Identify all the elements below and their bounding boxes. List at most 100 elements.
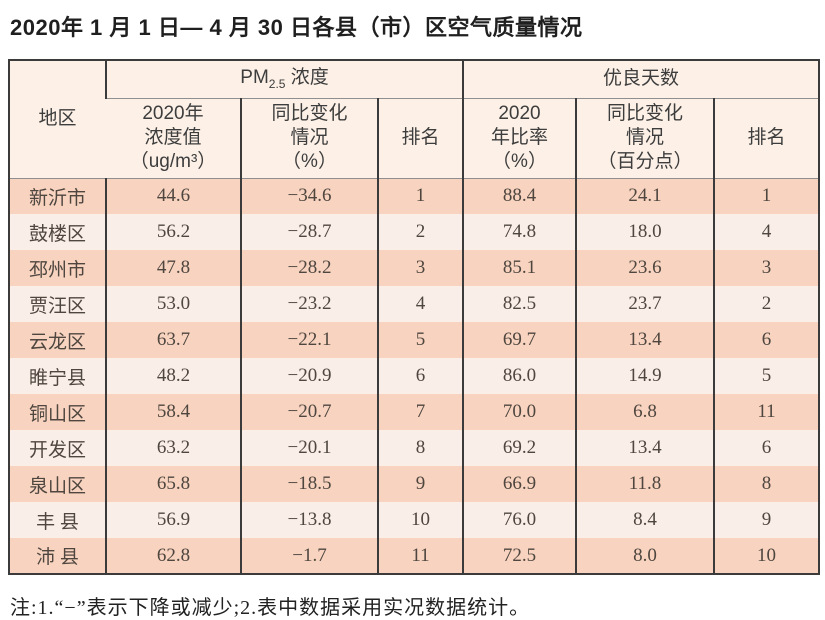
pm-value-cell: 53.0 [105, 286, 241, 322]
gd-change-cell: 8.4 [575, 502, 714, 538]
gd-rank-cell: 6 [712, 322, 820, 358]
pm-rank-cell: 6 [377, 358, 463, 394]
pm-change-cell: −20.7 [240, 394, 378, 430]
header-sub-row: 2020年 浓度值 （ug/m³） 同比变化 情况 （%） 排名 2020 年比… [9, 98, 820, 179]
gd-change-cell: 11.8 [575, 466, 714, 502]
pm-rank-cell: 2 [377, 214, 463, 250]
pm-rank-cell: 11 [377, 538, 463, 574]
gd-change-cell: 14.9 [575, 358, 714, 394]
header-good-days-group: 优良天数 [461, 60, 820, 99]
pm-change-cell: −13.8 [240, 502, 378, 538]
page-title: 2020年 1 月 1 日— 4 月 30 日各县（市）区空气质量情况 [10, 15, 583, 40]
region-cell: 丰 县 [9, 502, 106, 538]
gd-rank-cell: 8 [712, 466, 820, 502]
pm25-subscript: 2.5 [268, 76, 286, 91]
subheader-gd-rate: 2020 年比率 （%） [462, 98, 576, 179]
gd-change-cell: 24.1 [575, 178, 714, 214]
gd-rank-cell: 9 [712, 502, 820, 538]
gd-change-cell: 23.7 [575, 286, 714, 322]
region-cell: 邳州市 [9, 250, 106, 286]
pm-rank-cell: 10 [377, 502, 463, 538]
pm-rank-cell: 9 [377, 466, 463, 502]
air-quality-table: 地区 PM2.5 浓度 优良天数 2020年 浓度值 （ug/m³） 同比变化 … [8, 59, 821, 575]
pm-change-cell: −23.2 [240, 286, 378, 322]
header-group-row: 地区 PM2.5 浓度 优良天数 [9, 60, 820, 179]
gd-rank-cell: 4 [712, 214, 820, 250]
gd-rank-cell: 6 [712, 430, 820, 466]
gd-change-cell: 6.8 [575, 394, 714, 430]
pm25-suffix: 浓度 [285, 67, 329, 89]
pm-value-cell: 62.8 [105, 538, 241, 574]
pm-rank-cell: 7 [377, 394, 463, 430]
gd-rate-cell: 69.7 [462, 322, 576, 358]
gd-change-cell: 8.0 [575, 538, 714, 574]
header-region: 地区 [9, 60, 106, 179]
pm-value-cell: 58.4 [105, 394, 241, 430]
subheader-gd-change: 同比变化 情况 （百分点） [575, 98, 714, 179]
region-cell: 铜山区 [9, 394, 106, 430]
pm-change-cell: −20.1 [240, 430, 378, 466]
gd-change-cell: 23.6 [575, 250, 714, 286]
pm-value-cell: 65.8 [105, 466, 241, 502]
gd-rate-cell: 85.1 [462, 250, 576, 286]
footnote: 注:1.“−”表示下降或减少;2.表中数据采用实况数据统计。 [10, 597, 531, 619]
pm-rank-cell: 3 [377, 250, 463, 286]
pm-value-cell: 48.2 [105, 358, 241, 394]
table-header: 地区 PM2.5 浓度 优良天数 2020年 浓度值 （ug/m³） 同比变化 … [9, 60, 820, 179]
gd-change-cell: 13.4 [575, 430, 714, 466]
region-cell: 沛 县 [9, 538, 106, 574]
gd-rate-cell: 74.8 [462, 214, 576, 250]
region-cell: 新沂市 [9, 178, 106, 214]
region-cell: 睢宁县 [9, 358, 106, 394]
table-row: 新沂市 44.6 −34.6 1 88.4 24.1 1 [9, 178, 820, 214]
table-row: 开发区 63.2 −20.1 8 69.2 13.4 6 [9, 430, 820, 466]
region-cell: 开发区 [9, 430, 106, 466]
pm-value-cell: 63.7 [105, 322, 241, 358]
gd-rate-cell: 70.0 [462, 394, 576, 430]
region-cell: 鼓楼区 [9, 214, 106, 250]
table-row: 睢宁县 48.2 −20.9 6 86.0 14.9 5 [9, 358, 820, 394]
table-row: 云龙区 63.7 −22.1 5 69.7 13.4 6 [9, 322, 820, 358]
table-row: 沛 县 62.8 −1.7 11 72.5 8.0 10 [9, 538, 820, 574]
pm-value-cell: 56.9 [105, 502, 241, 538]
subheader-pm-change: 同比变化 情况 （%） [240, 98, 378, 179]
gd-rank-cell: 10 [712, 538, 820, 574]
gd-rank-cell: 1 [712, 178, 820, 214]
pm-value-cell: 63.2 [105, 430, 241, 466]
table-body: 新沂市 44.6 −34.6 1 88.4 24.1 1 鼓楼区 56.2 −2… [9, 178, 820, 574]
pm-rank-cell: 4 [377, 286, 463, 322]
pm-rank-cell: 1 [377, 178, 463, 214]
subheader-pm-rank: 排名 [377, 98, 463, 179]
table-row: 邳州市 47.8 −28.2 3 85.1 23.6 3 [9, 250, 820, 286]
subheader-gd-rank: 排名 [712, 98, 820, 179]
gd-rank-cell: 11 [712, 394, 820, 430]
pm-change-cell: −28.7 [240, 214, 378, 250]
gd-rate-cell: 66.9 [462, 466, 576, 502]
gd-rate-cell: 88.4 [462, 178, 576, 214]
gd-rank-cell: 5 [712, 358, 820, 394]
region-cell: 泉山区 [9, 466, 106, 502]
gd-change-cell: 18.0 [575, 214, 714, 250]
gd-change-cell: 13.4 [575, 322, 714, 358]
pm-change-cell: −20.9 [240, 358, 378, 394]
subheader-pm-value: 2020年 浓度值 （ug/m³） [106, 98, 241, 179]
gd-rate-cell: 82.5 [462, 286, 576, 322]
region-cell: 云龙区 [9, 322, 106, 358]
pm-change-cell: −34.6 [240, 178, 378, 214]
header-pm25-group: PM2.5 浓度 [105, 60, 463, 99]
table-row: 鼓楼区 56.2 −28.7 2 74.8 18.0 4 [9, 214, 820, 250]
pm-change-cell: −22.1 [240, 322, 378, 358]
gd-rate-cell: 76.0 [462, 502, 576, 538]
gd-rank-cell: 3 [712, 250, 820, 286]
table-row: 丰 县 56.9 −13.8 10 76.0 8.4 9 [9, 502, 820, 538]
pm-value-cell: 47.8 [105, 250, 241, 286]
table-row: 泉山区 65.8 −18.5 9 66.9 11.8 8 [9, 466, 820, 502]
gd-rate-cell: 86.0 [462, 358, 576, 394]
gd-rank-cell: 2 [712, 286, 820, 322]
pm-rank-cell: 5 [377, 322, 463, 358]
table-row: 贾汪区 53.0 −23.2 4 82.5 23.7 2 [9, 286, 820, 322]
gd-rate-cell: 69.2 [462, 430, 576, 466]
pm-change-cell: −18.5 [240, 466, 378, 502]
pm-value-cell: 56.2 [105, 214, 241, 250]
